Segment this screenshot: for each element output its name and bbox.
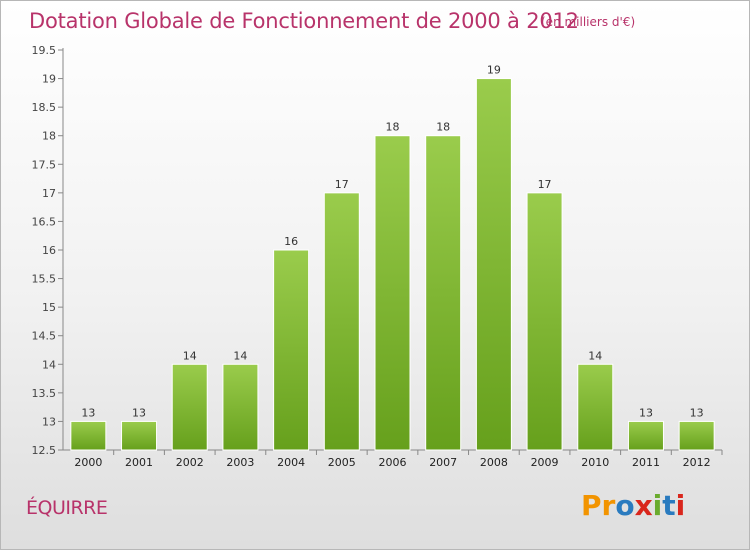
y-tick-label: 13: [42, 415, 56, 428]
data-label: 19: [487, 64, 501, 77]
bar: [222, 363, 259, 451]
x-tick-label: 2007: [429, 456, 457, 469]
bar: [425, 135, 462, 451]
bar: [121, 420, 158, 451]
data-label: 18: [386, 121, 400, 134]
y-tick-label: 18.5: [32, 101, 57, 114]
data-label: 17: [538, 178, 552, 191]
logo-letter: P: [581, 489, 602, 522]
proxiti-logo: Proxiti: [581, 489, 685, 522]
y-tick-label: 16.5: [32, 215, 57, 228]
bar: [526, 192, 563, 451]
bar: [323, 192, 360, 451]
data-label: 16: [284, 235, 298, 248]
y-tick-label: 15.5: [32, 273, 57, 286]
x-tick-label: 2011: [632, 456, 660, 469]
x-tick-label: 2001: [125, 456, 153, 469]
y-tick-label: 19: [42, 73, 56, 86]
bar: [577, 363, 614, 451]
y-tick-label: 17: [42, 187, 56, 200]
chart-bars: 13 13 14 14 16 17 18 18 19 17 14 13 13: [70, 64, 715, 451]
bar: [273, 249, 310, 451]
x-tick-label: 2000: [74, 456, 102, 469]
x-tick-label: 2003: [226, 456, 254, 469]
y-tick-label: 19.5: [32, 44, 57, 57]
data-label: 13: [81, 406, 95, 419]
y-tick-label: 13.5: [32, 387, 57, 400]
logo-letter: r: [601, 489, 616, 522]
logo-letter: t: [662, 489, 676, 522]
logo-letter: i: [675, 489, 686, 522]
bar: [70, 420, 107, 451]
chart-title: Dotation Globale de Fonctionnement de 20…: [29, 9, 579, 33]
data-label: 14: [233, 349, 247, 362]
x-tick-label: 2010: [581, 456, 609, 469]
unit-note: (en milliers d'€): [541, 15, 636, 29]
x-tick-label: 2004: [277, 456, 305, 469]
x-tick-label: 2008: [480, 456, 508, 469]
y-tick-label: 14.5: [32, 330, 57, 343]
data-label: 18: [436, 121, 450, 134]
y-tick-label: 14: [42, 358, 56, 371]
logo-letter: i: [652, 489, 663, 522]
commune-name: ÉQUIRRE: [26, 497, 108, 519]
data-label: 14: [183, 349, 197, 362]
bar: [475, 78, 512, 451]
y-tick-label: 16: [42, 244, 56, 257]
y-tick-label: 12.5: [32, 444, 57, 457]
logo-letter: o: [615, 489, 635, 522]
x-tick-label: 2009: [531, 456, 559, 469]
data-label: 13: [132, 406, 146, 419]
data-label: 13: [690, 406, 704, 419]
bar: [627, 420, 664, 451]
data-label: 17: [335, 178, 349, 191]
y-tick-label: 17.5: [32, 158, 57, 171]
y-tick-label: 18: [42, 130, 56, 143]
x-tick-label: 2012: [683, 456, 711, 469]
x-tick-label: 2002: [176, 456, 204, 469]
chart-axes: 12.5 13 13.5 14 14.5 15 15.5 16 16.5 17 17.5 18 18.5…: [32, 44, 723, 469]
x-tick-label: 2005: [328, 456, 356, 469]
bar: [374, 135, 411, 451]
bar: [678, 420, 715, 451]
logo-letter: x: [634, 489, 653, 522]
bar: [171, 363, 208, 451]
data-label: 14: [588, 349, 602, 362]
data-label: 13: [639, 406, 653, 419]
x-tick-label: 2006: [379, 456, 407, 469]
y-tick-label: 15: [42, 301, 56, 314]
